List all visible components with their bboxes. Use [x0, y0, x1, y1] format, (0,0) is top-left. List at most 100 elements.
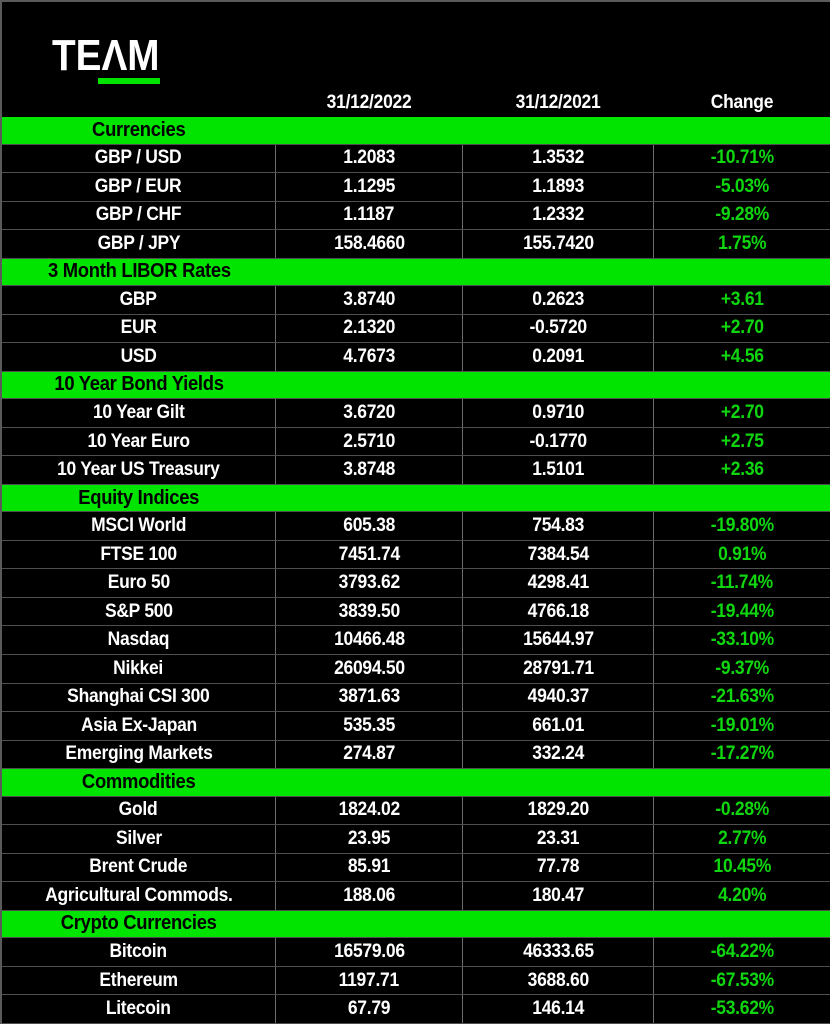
table-header-row: 31/12/2022 31/12/2021 Change: [2, 88, 830, 117]
value-2021: 180.47: [463, 882, 654, 910]
table-row: 10 Year US Treasury 3.8748 1.5101 +2.36: [2, 456, 830, 485]
value-2021: 1.2332: [463, 201, 654, 230]
row-label: GBP / JPY: [2, 230, 276, 258]
table-row: MSCI World 605.38 754.83 -19.80%: [2, 512, 830, 541]
logo-band: TEΛM: [2, 2, 830, 88]
table-row: 10 Year Gilt 3.6720 0.9710 +2.70: [2, 399, 830, 428]
row-label: 10 Year Gilt: [2, 399, 276, 427]
team-logo-underline: [98, 78, 160, 84]
value-2022: 26094.50: [276, 654, 463, 683]
row-label: Nasdaq: [2, 626, 276, 654]
change-value: 0.91%: [717, 543, 767, 565]
row-label: Litecoin: [2, 995, 276, 1023]
table-row: Nikkei 26094.50 28791.71 -9.37%: [2, 654, 830, 684]
section-title: Commodities: [82, 770, 196, 793]
row-label: Silver: [2, 825, 276, 853]
section-title: Equity Indices: [78, 486, 200, 509]
value-2021: 77.78: [463, 853, 654, 882]
table-row: Gold 1824.02 1829.20 -0.28%: [2, 796, 830, 826]
section-title: 3 Month LIBOR Rates: [47, 260, 231, 283]
table-row: USD 4.7673 0.2091 +4.56: [2, 343, 830, 372]
change-value: 1.75%: [717, 232, 767, 254]
value-2022: 10466.48: [276, 626, 463, 654]
table-row: Emerging Markets 274.87 332.24 -17.27%: [2, 740, 830, 770]
value-2022: 23.95: [276, 825, 463, 853]
value-2021: 4298.41: [463, 569, 654, 597]
section-header-bar: Equity Indices: [2, 484, 830, 513]
team-logo: TEΛM: [52, 31, 174, 84]
table-row: Agricultural Commods. 188.06 180.47 4.20%: [2, 882, 830, 911]
table-row: GBP / USD 1.2083 1.3532 -10.71%: [2, 144, 830, 174]
change-value: +2.75: [720, 430, 764, 452]
change-value: +4.56: [720, 345, 764, 367]
value-2022: 7451.74: [276, 540, 463, 569]
value-2021: 0.2623: [463, 286, 654, 314]
row-label: EUR: [2, 314, 276, 343]
section-title: 10 Year Bond Yields: [54, 373, 224, 396]
table-row: Nasdaq 10466.48 15644.97 -33.10%: [2, 626, 830, 655]
section-title: Currencies: [92, 118, 186, 141]
row-label: Agricultural Commods.: [2, 882, 276, 910]
table-row: Asia Ex-Japan 535.35 661.01 -19.01%: [2, 712, 830, 741]
value-2021: 23.31: [463, 825, 654, 853]
value-2022: 1824.02: [276, 796, 463, 825]
value-2021: 661.01: [463, 712, 654, 740]
value-2021: 15644.97: [463, 626, 654, 654]
value-2021: 0.9710: [463, 399, 654, 427]
row-label: GBP / CHF: [2, 201, 276, 230]
row-label: Bitcoin: [2, 938, 276, 966]
value-2021: 28791.71: [463, 654, 654, 683]
row-label: 10 Year US Treasury: [2, 456, 276, 484]
change-value: +2.70: [720, 401, 764, 423]
column-header-date-2022: 31/12/2022: [327, 91, 412, 113]
change-value: +2.70: [720, 317, 764, 339]
row-label: Euro 50: [2, 569, 276, 597]
table-row: FTSE 100 7451.74 7384.54 0.91%: [2, 540, 830, 570]
row-label: MSCI World: [2, 512, 276, 540]
change-value: -0.28%: [715, 799, 769, 821]
table-row: Ethereum 1197.71 3688.60 -67.53%: [2, 966, 830, 996]
table-row: GBP / CHF 1.1187 1.2332 -9.28%: [2, 201, 830, 231]
table-row: Litecoin 67.79 146.14 -53.62%: [2, 995, 830, 1024]
value-2022: 3.8748: [276, 456, 463, 484]
row-label: Emerging Markets: [2, 740, 276, 769]
change-value: -5.03%: [715, 175, 769, 197]
change-value: -21.63%: [710, 686, 774, 708]
change-value: -64.22%: [710, 940, 774, 962]
value-2022: 1.1187: [276, 201, 463, 230]
value-2022: 2.1320: [276, 314, 463, 343]
section-title: Crypto Currencies: [61, 912, 217, 935]
table-row: Brent Crude 85.91 77.78 10.45%: [2, 853, 830, 883]
row-label: 10 Year Euro: [2, 427, 276, 456]
change-value: -19.44%: [710, 600, 774, 622]
change-value: 2.77%: [717, 827, 767, 849]
row-label: Nikkei: [2, 654, 276, 683]
change-value: -67.53%: [710, 969, 774, 991]
column-header-date-2021: 31/12/2021: [516, 91, 601, 113]
change-value: -17.27%: [710, 743, 774, 765]
section-header-bar: 3 Month LIBOR Rates: [2, 258, 830, 287]
value-2021: 0.2091: [463, 343, 654, 371]
row-label: Ethereum: [2, 966, 276, 995]
value-2022: 4.7673: [276, 343, 463, 371]
change-value: -9.28%: [715, 204, 769, 226]
column-header-change: Change: [710, 91, 774, 113]
change-value: -10.71%: [710, 147, 774, 169]
change-value: -33.10%: [710, 629, 774, 651]
row-label: USD: [2, 343, 276, 371]
value-2022: 1.1295: [276, 173, 463, 201]
value-2021: -0.5720: [463, 314, 654, 343]
row-label: Brent Crude: [2, 853, 276, 882]
table-row: Shanghai CSI 300 3871.63 4940.37 -21.63%: [2, 683, 830, 713]
team-logo-text: TEΛM: [52, 31, 160, 80]
value-2021: -0.1770: [463, 427, 654, 456]
change-value: -19.80%: [710, 515, 774, 537]
section-header-bar: Crypto Currencies: [2, 910, 830, 939]
change-value: -19.01%: [710, 714, 774, 736]
value-2022: 3839.50: [276, 597, 463, 626]
value-2021: 46333.65: [463, 938, 654, 966]
value-2021: 332.24: [463, 740, 654, 769]
section-header-bar: Commodities: [2, 769, 830, 797]
value-2021: 3688.60: [463, 966, 654, 995]
value-2022: 85.91: [276, 853, 463, 882]
